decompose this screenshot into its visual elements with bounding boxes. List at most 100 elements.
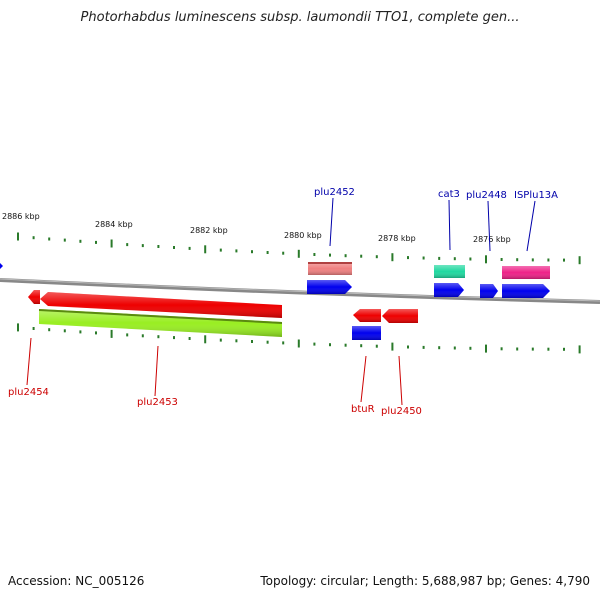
genome-backbone-highlight bbox=[0, 278, 600, 302]
minor-tick bbox=[251, 250, 253, 254]
scale-label-2878: 2878 kbp bbox=[378, 234, 416, 243]
minor-tick bbox=[329, 253, 331, 257]
minor-tick bbox=[219, 338, 222, 342]
major-tick bbox=[297, 249, 300, 258]
scale-label-2884: 2884 kbp bbox=[95, 220, 133, 229]
minor-tick bbox=[188, 337, 191, 340]
minor-tick bbox=[469, 346, 472, 350]
minor-tick bbox=[453, 257, 456, 261]
gene-label-isplu13a[interactable]: ISPlu13A bbox=[514, 190, 558, 201]
minor-tick bbox=[95, 331, 97, 335]
major-tick bbox=[485, 255, 487, 264]
major-tick bbox=[204, 335, 207, 344]
gene-feature-plu2450-arrow[interactable] bbox=[382, 309, 418, 323]
major-tick bbox=[578, 345, 581, 354]
minor-tick bbox=[344, 343, 347, 347]
gene-feature-cat3-arrow[interactable] bbox=[434, 283, 464, 297]
minor-tick bbox=[422, 345, 425, 349]
gene-label-plu2448[interactable]: plu2448 bbox=[466, 190, 507, 201]
minor-tick bbox=[266, 340, 269, 344]
minor-tick bbox=[329, 343, 331, 347]
major-tick bbox=[485, 344, 487, 353]
gene-feature-plu2448-arrow[interactable] bbox=[480, 284, 498, 298]
gene-feature-isplu13a-arrow[interactable] bbox=[502, 284, 550, 298]
gene-feature-btuR-arrow[interactable] bbox=[353, 309, 381, 322]
minor-tick bbox=[235, 339, 238, 343]
minor-tick bbox=[313, 253, 316, 256]
minor-tick bbox=[126, 243, 129, 247]
minor-tick bbox=[438, 256, 441, 260]
minor-tick bbox=[563, 347, 565, 351]
gene-label-plu2453[interactable]: plu2453 bbox=[137, 397, 178, 408]
minor-tick bbox=[360, 254, 363, 258]
minor-tick bbox=[79, 330, 82, 334]
minor-tick bbox=[516, 258, 519, 262]
minor-tick bbox=[95, 240, 97, 244]
minor-tick bbox=[438, 346, 441, 350]
gene-label-cat3[interactable]: cat3 bbox=[438, 189, 460, 200]
minor-tick bbox=[63, 238, 66, 242]
minor-tick bbox=[173, 246, 175, 249]
minor-tick bbox=[251, 340, 253, 343]
minor-tick bbox=[563, 258, 565, 262]
major-tick bbox=[391, 253, 394, 262]
minor-tick bbox=[266, 251, 269, 254]
forward-scale-ticks bbox=[17, 232, 581, 265]
major-tick bbox=[110, 329, 113, 338]
minor-tick bbox=[531, 347, 534, 351]
minor-tick bbox=[547, 258, 550, 262]
minor-tick bbox=[235, 249, 238, 253]
minor-tick bbox=[375, 255, 378, 259]
gene-feature-plu2452-box[interactable] bbox=[308, 262, 352, 275]
minor-tick bbox=[63, 329, 66, 333]
minor-tick bbox=[157, 245, 160, 248]
minor-tick bbox=[219, 248, 222, 252]
gene-label-btur[interactable]: btuR bbox=[351, 404, 375, 415]
minor-tick bbox=[282, 341, 285, 345]
minor-tick bbox=[126, 333, 129, 337]
gene-feature-cat3-box[interactable] bbox=[434, 265, 465, 278]
major-tick bbox=[17, 232, 19, 241]
minor-tick bbox=[141, 244, 144, 248]
minor-tick bbox=[375, 344, 378, 348]
minor-tick bbox=[407, 256, 409, 260]
major-tick bbox=[204, 245, 207, 254]
major-tick bbox=[110, 239, 113, 248]
reverse-scale-ticks bbox=[17, 323, 581, 354]
scale-label-2880: 2880 kbp bbox=[284, 231, 322, 240]
label-leaders bbox=[26, 197, 536, 406]
gene-feature-plu2453-box[interactable] bbox=[39, 309, 282, 337]
major-tick bbox=[297, 339, 300, 348]
minor-tick bbox=[157, 335, 160, 339]
minor-tick bbox=[173, 336, 175, 340]
minor-tick bbox=[531, 258, 534, 262]
gene-label-plu2450[interactable]: plu2450 bbox=[381, 406, 422, 417]
minor-tick bbox=[48, 328, 51, 332]
minor-tick bbox=[32, 327, 35, 330]
minor-tick bbox=[188, 246, 191, 250]
major-tick bbox=[578, 256, 581, 265]
major-tick bbox=[17, 323, 19, 332]
minor-tick bbox=[360, 344, 363, 348]
gene-feature-plu2453-arrow[interactable] bbox=[40, 292, 282, 318]
gene-feature-btuR-box[interactable] bbox=[352, 326, 381, 340]
gene-label-plu2452[interactable]: plu2452 bbox=[314, 187, 355, 198]
gene-feature-plu2454-arrow[interactable] bbox=[28, 290, 40, 304]
gene-feature-plu2452-arrow[interactable] bbox=[307, 280, 352, 294]
minor-tick bbox=[422, 256, 425, 260]
edge-feature-marker bbox=[0, 263, 3, 269]
map-title: Photorhabdus luminescens subsp. laumondi… bbox=[80, 10, 520, 25]
major-tick bbox=[391, 342, 394, 351]
minor-tick bbox=[141, 334, 144, 338]
minor-tick bbox=[407, 345, 409, 349]
minor-tick bbox=[516, 347, 519, 351]
scale-label-2882: 2882 kbp bbox=[190, 226, 228, 235]
gene-feature-isplu13a-box[interactable] bbox=[502, 266, 550, 279]
minor-tick bbox=[469, 257, 472, 261]
minor-tick bbox=[344, 254, 347, 258]
minor-tick bbox=[500, 258, 503, 261]
gene-label-plu2454[interactable]: plu2454 bbox=[8, 387, 49, 398]
minor-tick bbox=[32, 236, 35, 240]
minor-tick bbox=[282, 251, 285, 255]
